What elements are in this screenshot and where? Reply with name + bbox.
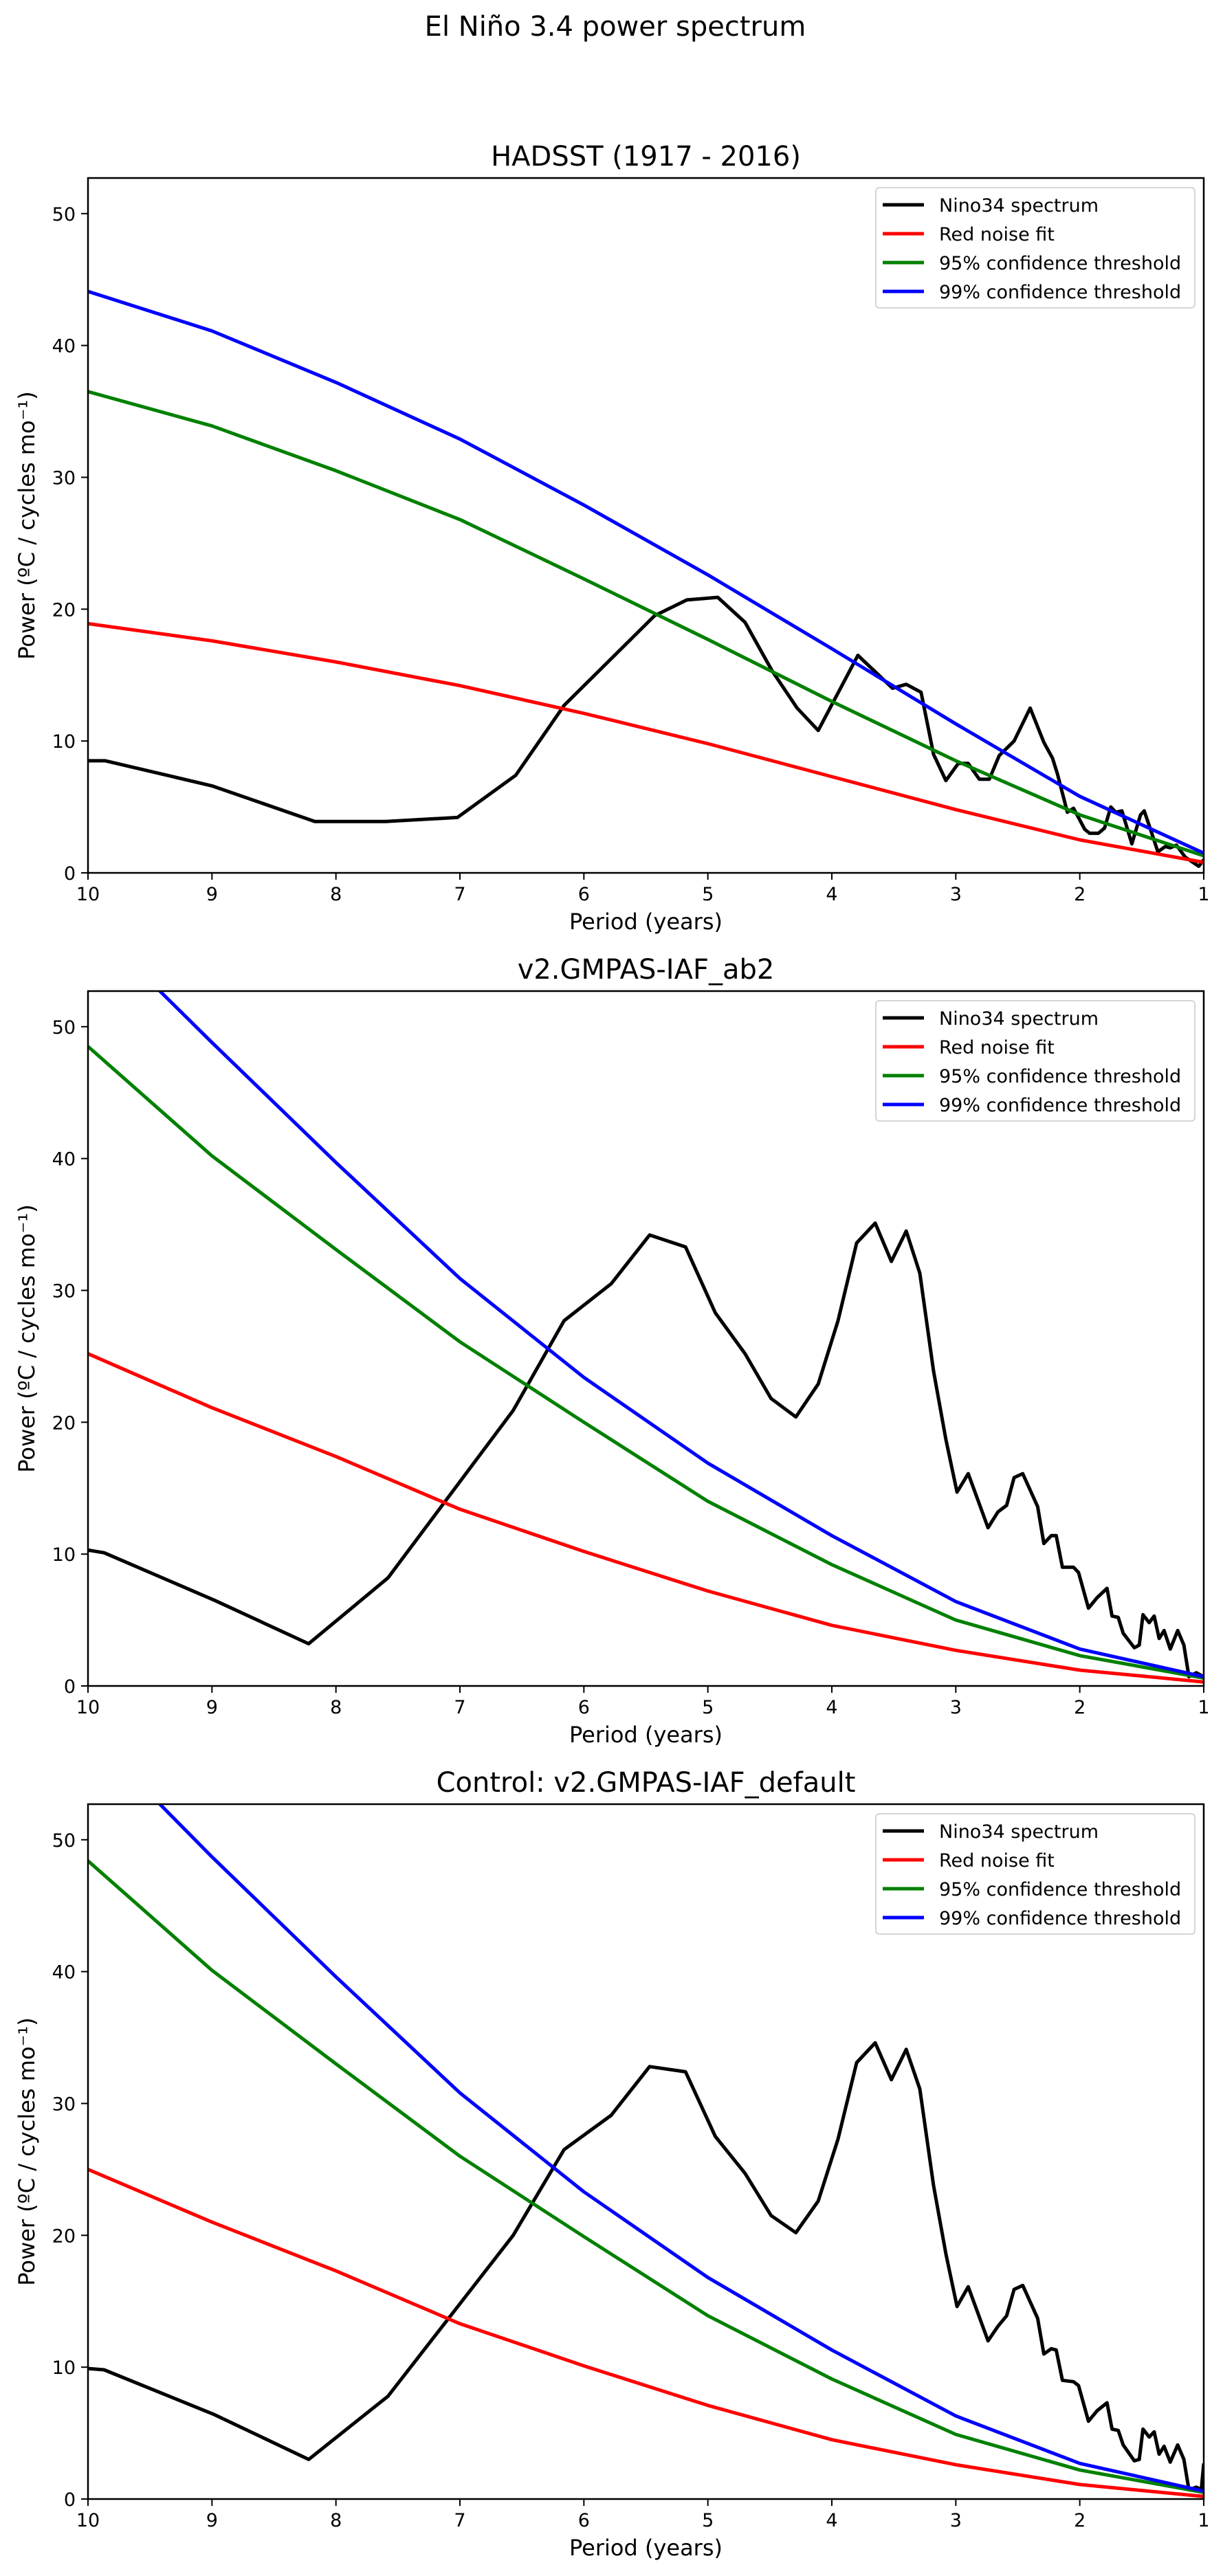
legend-label: Red noise fit	[939, 224, 1055, 245]
y-axis-label: Power (ºC / cycles mo⁻¹)	[14, 391, 40, 659]
x-tick-label: 5	[702, 1697, 714, 1718]
x-tick-label: 1	[1198, 884, 1209, 905]
legend-label: Nino34 spectrum	[939, 1821, 1099, 1843]
x-tick-label: 3	[950, 2510, 962, 2531]
x-axis-label: Period (years)	[569, 909, 723, 935]
x-tick-label: 6	[578, 1697, 590, 1718]
x-tick-label: 9	[206, 2510, 218, 2531]
legend-label: Nino34 spectrum	[939, 1008, 1099, 1030]
series-line-nino34-spectrum	[88, 1221, 1204, 1679]
x-tick-label: 3	[950, 884, 962, 905]
series-line-99-confidence-threshold	[88, 289, 1204, 855]
series-line-nino34-spectrum	[88, 2041, 1204, 2492]
x-axis-label: Period (years)	[569, 2535, 723, 2561]
y-tick-label: 0	[64, 1676, 76, 1698]
axes-frame	[87, 177, 1205, 874]
y-tick-label: 30	[52, 1280, 76, 1302]
x-tick-label: 2	[1074, 1697, 1086, 1718]
y-tick-label: 10	[52, 1544, 76, 1566]
series-line-99-confidence-threshold	[157, 991, 1204, 1679]
y-tick-label: 40	[52, 336, 76, 357]
x-tick-label: 8	[330, 2510, 342, 2531]
legend-label: Red noise fit	[939, 1037, 1055, 1058]
y-tick-label: 10	[52, 2357, 76, 2379]
series-line-nino34-spectrum	[88, 595, 1204, 868]
x-tick-label: 5	[702, 884, 714, 905]
y-tick-label: 50	[52, 204, 76, 225]
legend: Nino34 spectrum Red noise fit 95% confiden…	[875, 1813, 1196, 1935]
x-tick-label: 7	[454, 2510, 465, 2531]
y-tick-label: 40	[52, 1149, 76, 1170]
series-line-red-noise-fit	[88, 2168, 1204, 2498]
x-tick-label: 2	[1074, 884, 1086, 905]
y-tick-label: 0	[64, 863, 76, 885]
x-tick-label: 9	[206, 884, 218, 905]
legend-box	[875, 187, 1196, 309]
y-tick-label: 0	[64, 2489, 76, 2511]
legend: Nino34 spectrum Red noise fit 95% confiden…	[875, 1000, 1196, 1122]
legend-label: 95% confidence threshold	[939, 253, 1181, 274]
x-tick-label: 3	[950, 1697, 962, 1718]
subplot-title: v2.GMPAS-IAF_ab2	[518, 954, 775, 986]
legend-label: 99% confidence threshold	[939, 1095, 1181, 1116]
legend-label: Red noise fit	[939, 1850, 1055, 1872]
subplot-title: Control: v2.GMPAS-IAF_default	[437, 1767, 856, 1799]
y-tick-label: 20	[52, 1412, 76, 1434]
x-tick-label: 4	[826, 2510, 837, 2531]
plot-area	[88, 289, 1204, 868]
x-tick-label: 1	[1198, 1697, 1209, 1718]
x-tick-label: 6	[578, 884, 590, 905]
y-axis-label: Power (ºC / cycles mo⁻¹)	[14, 1204, 40, 1472]
x-tick-label: 4	[826, 1697, 837, 1718]
x-tick-label: 8	[330, 1697, 342, 1718]
plot-area	[88, 1804, 1204, 2498]
y-tick-label: 20	[52, 599, 76, 621]
subplot-title: HADSST (1917 - 2016)	[491, 141, 801, 173]
x-tick-label: 9	[206, 1697, 218, 1718]
figure-title: El Niño 3.4 power spectrum	[425, 11, 806, 43]
legend-label: 95% confidence threshold	[939, 1066, 1181, 1087]
x-tick-label: 4	[826, 884, 837, 905]
y-tick-label: 40	[52, 1962, 76, 1984]
legend-label: Nino34 spectrum	[939, 195, 1099, 216]
y-tick-label: 50	[52, 1017, 76, 1039]
y-tick-label: 30	[52, 467, 76, 489]
y-tick-label: 20	[52, 2225, 76, 2247]
series-line-95-confidence-threshold	[88, 1045, 1204, 1680]
x-tick-label: 2	[1074, 2510, 1086, 2531]
axes-frame	[87, 1803, 1205, 2500]
legend: Nino34 spectrum Red noise fit 95% confiden…	[875, 187, 1196, 309]
y-tick-label: 30	[52, 2094, 76, 2115]
series-line-99-confidence-threshold	[157, 1804, 1204, 2493]
series-line-95-confidence-threshold	[88, 1859, 1204, 2494]
legend-label: 99% confidence threshold	[939, 1908, 1181, 1929]
x-tick-label: 10	[76, 2510, 100, 2531]
x-tick-label: 7	[454, 884, 465, 905]
x-tick-label: 5	[702, 2510, 714, 2531]
legend-label: 95% confidence threshold	[939, 1879, 1181, 1900]
x-tick-label: 6	[578, 2510, 590, 2531]
series-line-red-noise-fit	[88, 1352, 1204, 1684]
subplot-1: HADSST (1917 - 2016)10 9 8 7 6 5 4 3 2 1010203040…	[14, 141, 1210, 935]
x-tick-label: 7	[454, 1697, 465, 1718]
legend-label: 99% confidence threshold	[939, 282, 1181, 303]
y-tick-label: 10	[52, 731, 76, 753]
x-tick-label: 10	[76, 1697, 100, 1718]
x-tick-label: 8	[330, 884, 342, 905]
y-axis-label: Power (ºC / cycles mo⁻¹)	[14, 2017, 40, 2285]
legend-box	[875, 1813, 1196, 1935]
series-line-red-noise-fit	[88, 621, 1204, 865]
plot-area	[88, 991, 1204, 1684]
legend-box	[875, 1000, 1196, 1122]
x-tick-label: 10	[76, 884, 100, 905]
y-tick-label: 50	[52, 1830, 76, 1852]
x-axis-label: Period (years)	[569, 1722, 723, 1748]
series-line-95-confidence-threshold	[88, 390, 1204, 858]
x-tick-label: 1	[1198, 2510, 1209, 2531]
axes-frame	[87, 990, 1205, 1687]
